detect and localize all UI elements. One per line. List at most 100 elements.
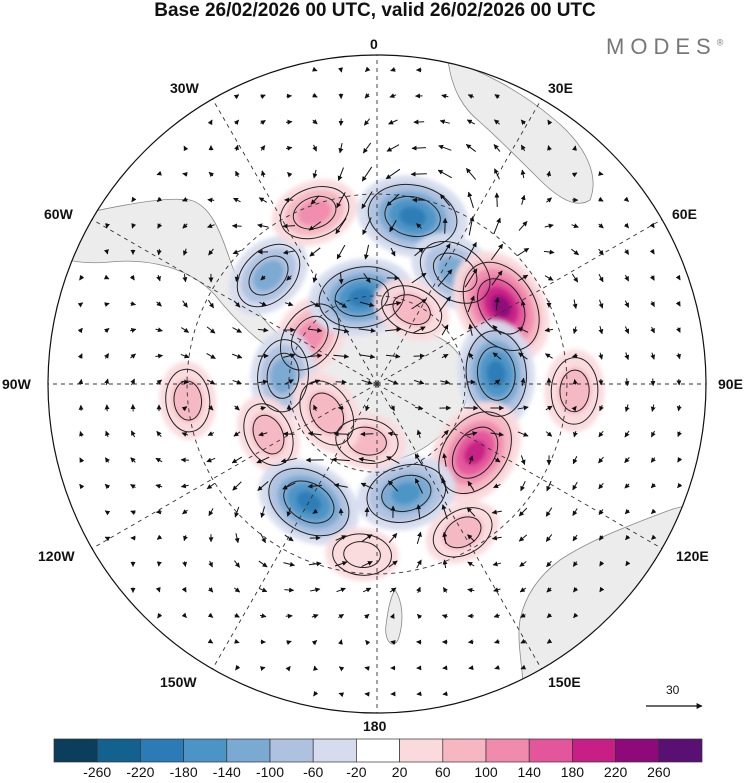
wind-vector xyxy=(311,640,318,646)
wind-vector xyxy=(234,144,239,151)
height-contour-line xyxy=(559,369,590,413)
wind-vector xyxy=(388,532,398,543)
wind-vector xyxy=(363,273,371,284)
wind-vector xyxy=(130,430,136,438)
wind-vector xyxy=(260,275,266,281)
wind-vector xyxy=(131,196,137,203)
wind-vector xyxy=(232,249,242,255)
wind-vector xyxy=(677,482,683,489)
wind-vector xyxy=(572,561,578,567)
wind-vector xyxy=(336,587,346,593)
wind-vector xyxy=(649,248,655,255)
wind-vector xyxy=(416,586,421,594)
wind-vector xyxy=(442,217,448,234)
wind-vector xyxy=(312,169,318,179)
wind-vector xyxy=(650,378,656,387)
wind-vector xyxy=(598,430,604,438)
wind-vector xyxy=(573,612,579,619)
wind-vector xyxy=(624,404,630,413)
wind-vector xyxy=(233,300,241,308)
wind-vector xyxy=(335,300,348,308)
wind-vector xyxy=(624,352,630,361)
wind-vector xyxy=(493,613,501,618)
wind-vector xyxy=(78,378,84,385)
wind-vector xyxy=(286,275,292,281)
height-contour-line xyxy=(248,255,289,296)
meridian-line xyxy=(91,383,378,549)
wind-vector xyxy=(625,534,631,541)
wind-vector xyxy=(572,481,578,491)
height-contour-line xyxy=(384,195,441,238)
wind-vector xyxy=(413,379,425,385)
wind-vector xyxy=(282,431,295,437)
wind-vector xyxy=(677,457,683,463)
wind-vector xyxy=(388,560,398,568)
wind-vector xyxy=(517,431,529,437)
colorbar-tick-label: -60 xyxy=(303,764,324,780)
wind-vector xyxy=(520,455,526,466)
wind-vector xyxy=(571,223,579,229)
negative-anomaly-band xyxy=(391,482,422,505)
colorbar-tick-label: -180 xyxy=(169,764,198,780)
wind-vector xyxy=(361,534,373,542)
wind-vector xyxy=(338,613,345,619)
wind-vector xyxy=(598,299,604,309)
wind-vector xyxy=(312,273,318,283)
wind-vector xyxy=(650,508,657,514)
wind-vector xyxy=(307,483,322,489)
wind-vector xyxy=(208,405,214,411)
wind-vector xyxy=(180,353,190,359)
colorbar-swatch xyxy=(53,738,98,763)
wind-vector xyxy=(260,666,266,671)
wind-vector xyxy=(156,430,162,438)
wind-vector xyxy=(625,560,631,567)
wind-vector xyxy=(361,379,373,385)
wind-vector xyxy=(231,353,243,359)
wind-vector xyxy=(650,352,656,360)
wind-vector xyxy=(156,196,163,202)
wind-vector xyxy=(260,94,266,100)
wind-vector xyxy=(491,270,503,286)
wind-vector xyxy=(520,664,527,670)
wind-vector xyxy=(234,533,240,544)
wind-vector xyxy=(338,67,343,73)
wind-vector xyxy=(520,300,526,308)
wind-vector xyxy=(282,223,296,229)
wind-vector xyxy=(493,217,501,235)
wind-vector xyxy=(333,483,348,489)
wind-vector xyxy=(518,274,529,282)
wind-vector xyxy=(598,352,604,360)
wind-vector xyxy=(545,431,553,437)
meridian-line xyxy=(376,383,542,670)
wind-vector xyxy=(467,295,475,313)
wind-vector xyxy=(361,561,373,567)
colorbar-swatch xyxy=(658,738,703,763)
wind-vector xyxy=(365,66,371,72)
wind-vector xyxy=(571,172,578,178)
wind-vector xyxy=(207,197,215,203)
wind-vector xyxy=(468,323,474,336)
negative-anomaly-band xyxy=(399,206,427,227)
negative-anomaly-band xyxy=(486,360,506,387)
wind-vector xyxy=(233,431,241,437)
wind-vector xyxy=(156,534,163,540)
wind-vector xyxy=(493,144,501,152)
wind-vector xyxy=(416,223,422,229)
wind-vector xyxy=(234,274,240,282)
wind-vector xyxy=(414,247,424,257)
wind-vector xyxy=(441,429,449,439)
wind-vector xyxy=(546,170,552,177)
wind-vector xyxy=(155,586,161,593)
wind-vector xyxy=(387,431,398,437)
wind-vector xyxy=(156,561,162,567)
wind-vector xyxy=(520,377,526,386)
wind-vector xyxy=(206,353,216,359)
wind-vector xyxy=(335,217,347,235)
wind-vector xyxy=(547,145,552,151)
wind-vector xyxy=(364,666,370,671)
wind-vector xyxy=(257,223,269,229)
wind-vector xyxy=(156,301,162,307)
meridian-line xyxy=(376,219,663,385)
lon-label-30e: 30E xyxy=(548,80,573,96)
colorbar-tick-label: -20 xyxy=(346,764,367,780)
